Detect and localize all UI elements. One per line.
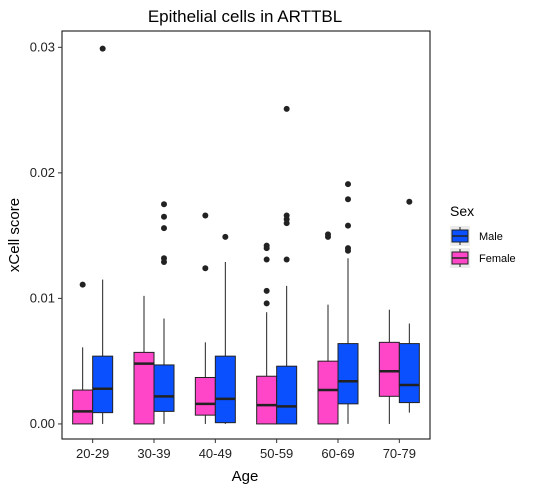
- x-tick-label: 60-69: [321, 446, 354, 461]
- box-female: [256, 242, 278, 425]
- x-axis: 20-29 30-39 40-49 50-59 60-69 70-79: [76, 439, 416, 461]
- outlier-point: [79, 281, 86, 288]
- outlier-point: [345, 196, 351, 203]
- box-iqr: [398, 343, 420, 404]
- y-tick-label: 0.02: [30, 165, 55, 180]
- box-female: [194, 212, 216, 424]
- outlier-point: [202, 212, 209, 219]
- outlier-point: [345, 181, 351, 188]
- box-female: [72, 281, 94, 425]
- outlier-point: [345, 222, 351, 229]
- plot-panel: [61, 30, 431, 440]
- box-female: [133, 295, 155, 425]
- y-tick-label: 0.00: [30, 416, 55, 431]
- x-axis-title: Age: [232, 468, 259, 485]
- y-tick-label: 0.01: [30, 290, 55, 305]
- outlier-point: [263, 300, 270, 307]
- outlier-point: [283, 256, 290, 263]
- outlier-point: [263, 287, 270, 294]
- outlier-point: [345, 245, 351, 252]
- outlier-point: [99, 45, 106, 52]
- box-male: [92, 45, 114, 424]
- box-male: [398, 198, 420, 413]
- box-male: [337, 181, 359, 424]
- y-tick-label: 0.03: [30, 39, 55, 54]
- outlier-point: [325, 231, 331, 238]
- outlier-point: [161, 201, 167, 208]
- box-iqr: [72, 389, 94, 425]
- legend-entry-female: Female: [450, 248, 516, 268]
- outlier-point: [283, 212, 290, 219]
- legend: Sex Male Female: [450, 203, 516, 268]
- outlier-point: [202, 265, 209, 272]
- box-iqr: [194, 376, 216, 416]
- x-tick-label: 40-49: [199, 446, 232, 461]
- legend-title: Sex: [450, 203, 474, 219]
- legend-label: Male: [479, 231, 503, 243]
- box-iqr: [153, 364, 175, 412]
- box-iqr: [378, 341, 400, 397]
- outlier-point: [161, 225, 167, 232]
- box-male: [214, 233, 236, 424]
- box-iqr: [214, 355, 236, 424]
- box-iqr: [276, 365, 298, 425]
- box-female: [317, 231, 339, 425]
- box-iqr: [337, 343, 359, 405]
- outlier-point: [406, 198, 413, 205]
- legend-label: Female: [479, 253, 516, 265]
- box-male: [276, 105, 298, 425]
- box-female: [378, 309, 400, 424]
- outlier-point: [263, 256, 270, 263]
- outlier-point: [283, 105, 290, 112]
- outlier-point: [161, 255, 167, 262]
- x-tick-label: 20-29: [76, 446, 109, 461]
- chart-title: Epithelial cells in ARTTBL: [148, 7, 342, 26]
- box-iqr: [317, 360, 339, 425]
- x-tick-label: 50-59: [260, 446, 293, 461]
- box-iqr: [256, 375, 278, 425]
- legend-entry-male: Male: [450, 226, 503, 246]
- outlier-point: [161, 213, 167, 220]
- box-iqr: [92, 355, 114, 414]
- boxes-layer: [72, 45, 420, 425]
- x-tick-label: 30-39: [137, 446, 170, 461]
- x-tick-label: 70-79: [383, 446, 416, 461]
- outlier-point: [263, 242, 270, 249]
- y-axis: 0.00 0.01 0.02 0.03: [30, 39, 62, 431]
- box-male: [153, 201, 175, 424]
- y-axis-title: xCell score: [6, 198, 23, 272]
- outlier-point: [222, 233, 229, 240]
